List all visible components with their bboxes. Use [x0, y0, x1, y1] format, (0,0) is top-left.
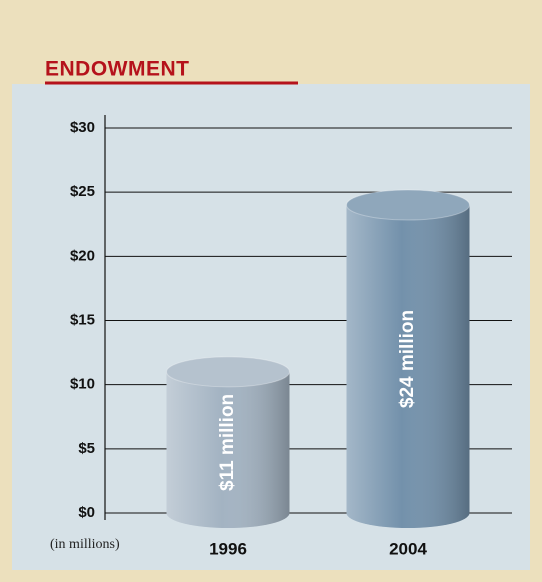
cylinder-top [346, 189, 470, 221]
y-tick-label: $15 [70, 311, 95, 328]
y-tick-label: $0 [78, 504, 95, 521]
value-label: $24 million [397, 310, 418, 408]
y-tick-label: $25 [70, 183, 95, 200]
chart-title: ENDOWMENT [45, 58, 190, 81]
y-tick-label: $20 [70, 247, 95, 264]
bar-shade [346, 205, 470, 513]
cylinder-top-highlight [166, 356, 290, 387]
bar-shade [166, 371, 290, 513]
x-tick-label: 2004 [389, 539, 427, 558]
y-tick-label: $30 [70, 119, 95, 136]
x-tick-label: 1996 [209, 539, 247, 558]
y-tick-label: $5 [78, 440, 95, 457]
axis-unit-label: (in millions) [50, 537, 120, 552]
cylinder-top [166, 356, 290, 388]
y-tick-label: $10 [70, 376, 95, 393]
value-label: $11 million [217, 394, 238, 491]
cylinder-top-highlight [346, 190, 470, 220]
